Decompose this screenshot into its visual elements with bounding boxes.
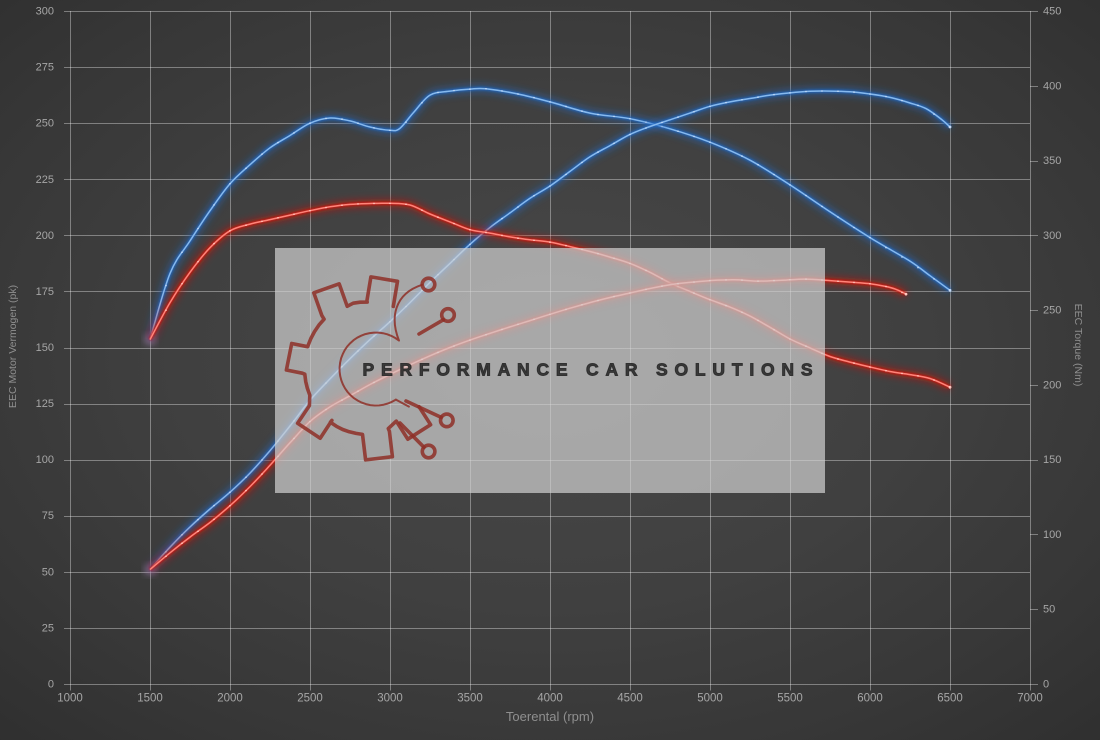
svg-text:5500: 5500	[777, 693, 803, 705]
svg-text:1500: 1500	[137, 693, 163, 705]
svg-text:200: 200	[36, 230, 54, 242]
svg-text:25: 25	[42, 622, 54, 634]
svg-text:0: 0	[48, 679, 54, 691]
svg-text:50: 50	[42, 566, 54, 578]
svg-text:5000: 5000	[697, 693, 723, 705]
svg-text:PERFORMANCE CAR SOLUTIONS: PERFORMANCE CAR SOLUTIONS	[363, 360, 820, 380]
svg-text:100: 100	[36, 454, 54, 466]
svg-text:125: 125	[36, 398, 54, 410]
svg-text:6000: 6000	[857, 693, 883, 705]
svg-text:EEC Motor Vermogen (pk): EEC Motor Vermogen (pk)	[7, 285, 19, 408]
svg-text:1000: 1000	[57, 693, 83, 705]
svg-text:400: 400	[1043, 80, 1061, 92]
svg-text:350: 350	[1043, 155, 1061, 167]
svg-text:275: 275	[36, 62, 54, 74]
svg-text:2500: 2500	[297, 693, 323, 705]
svg-text:Toerental (rpm): Toerental (rpm)	[506, 709, 594, 724]
svg-text:225: 225	[36, 174, 54, 186]
svg-text:4000: 4000	[537, 693, 563, 705]
svg-text:2000: 2000	[217, 693, 243, 705]
svg-text:3500: 3500	[457, 693, 483, 705]
svg-text:200: 200	[1043, 379, 1061, 391]
svg-text:7000: 7000	[1017, 693, 1043, 705]
svg-text:175: 175	[36, 286, 54, 298]
svg-text:0: 0	[1043, 679, 1049, 691]
svg-text:150: 150	[36, 342, 54, 354]
svg-text:3000: 3000	[377, 693, 403, 705]
svg-text:4500: 4500	[617, 693, 643, 705]
svg-text:EEC Torque (Nm): EEC Torque (Nm)	[1072, 304, 1084, 387]
svg-text:250: 250	[1043, 305, 1061, 317]
svg-text:250: 250	[36, 118, 54, 130]
svg-text:100: 100	[1043, 529, 1061, 541]
svg-text:300: 300	[36, 6, 54, 18]
svg-text:6500: 6500	[937, 693, 963, 705]
svg-text:150: 150	[1043, 454, 1061, 466]
svg-text:450: 450	[1043, 6, 1061, 18]
svg-text:75: 75	[42, 510, 54, 522]
svg-text:50: 50	[1043, 604, 1055, 616]
svg-text:300: 300	[1043, 230, 1061, 242]
